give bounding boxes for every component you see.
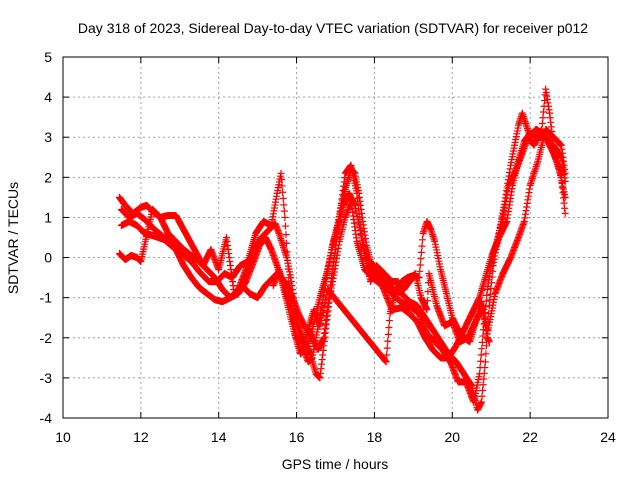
y-tick-label: 3 [44, 129, 52, 145]
x-tick-label: 16 [289, 429, 305, 445]
x-tick-label: 10 [55, 429, 71, 445]
x-tick-label: 14 [211, 429, 227, 445]
chart-title: Day 318 of 2023, Sidereal Day-to-day VTE… [78, 20, 588, 36]
x-tick-label: 20 [444, 429, 460, 445]
x-tick-label: 18 [367, 429, 383, 445]
x-tick-label: 12 [133, 429, 149, 445]
y-tick-label: 2 [44, 169, 52, 185]
y-tick-label: -2 [40, 330, 53, 346]
chart-background [0, 0, 640, 480]
x-tick-label: 24 [600, 429, 616, 445]
y-tick-label: 1 [44, 209, 52, 225]
x-axis-label: GPS time / hours [282, 456, 389, 472]
y-tick-label: -3 [40, 370, 53, 386]
y-tick-label: 4 [44, 89, 52, 105]
y-tick-label: 0 [44, 250, 52, 266]
y-tick-label: -1 [40, 290, 53, 306]
y-tick-label: 5 [44, 49, 52, 65]
x-tick-label: 22 [522, 429, 538, 445]
y-axis-label: SDTVAR / TECUs [5, 182, 21, 294]
y-tick-label: -4 [40, 410, 53, 426]
sdtvar-chart: Day 318 of 2023, Sidereal Day-to-day VTE… [0, 0, 640, 480]
